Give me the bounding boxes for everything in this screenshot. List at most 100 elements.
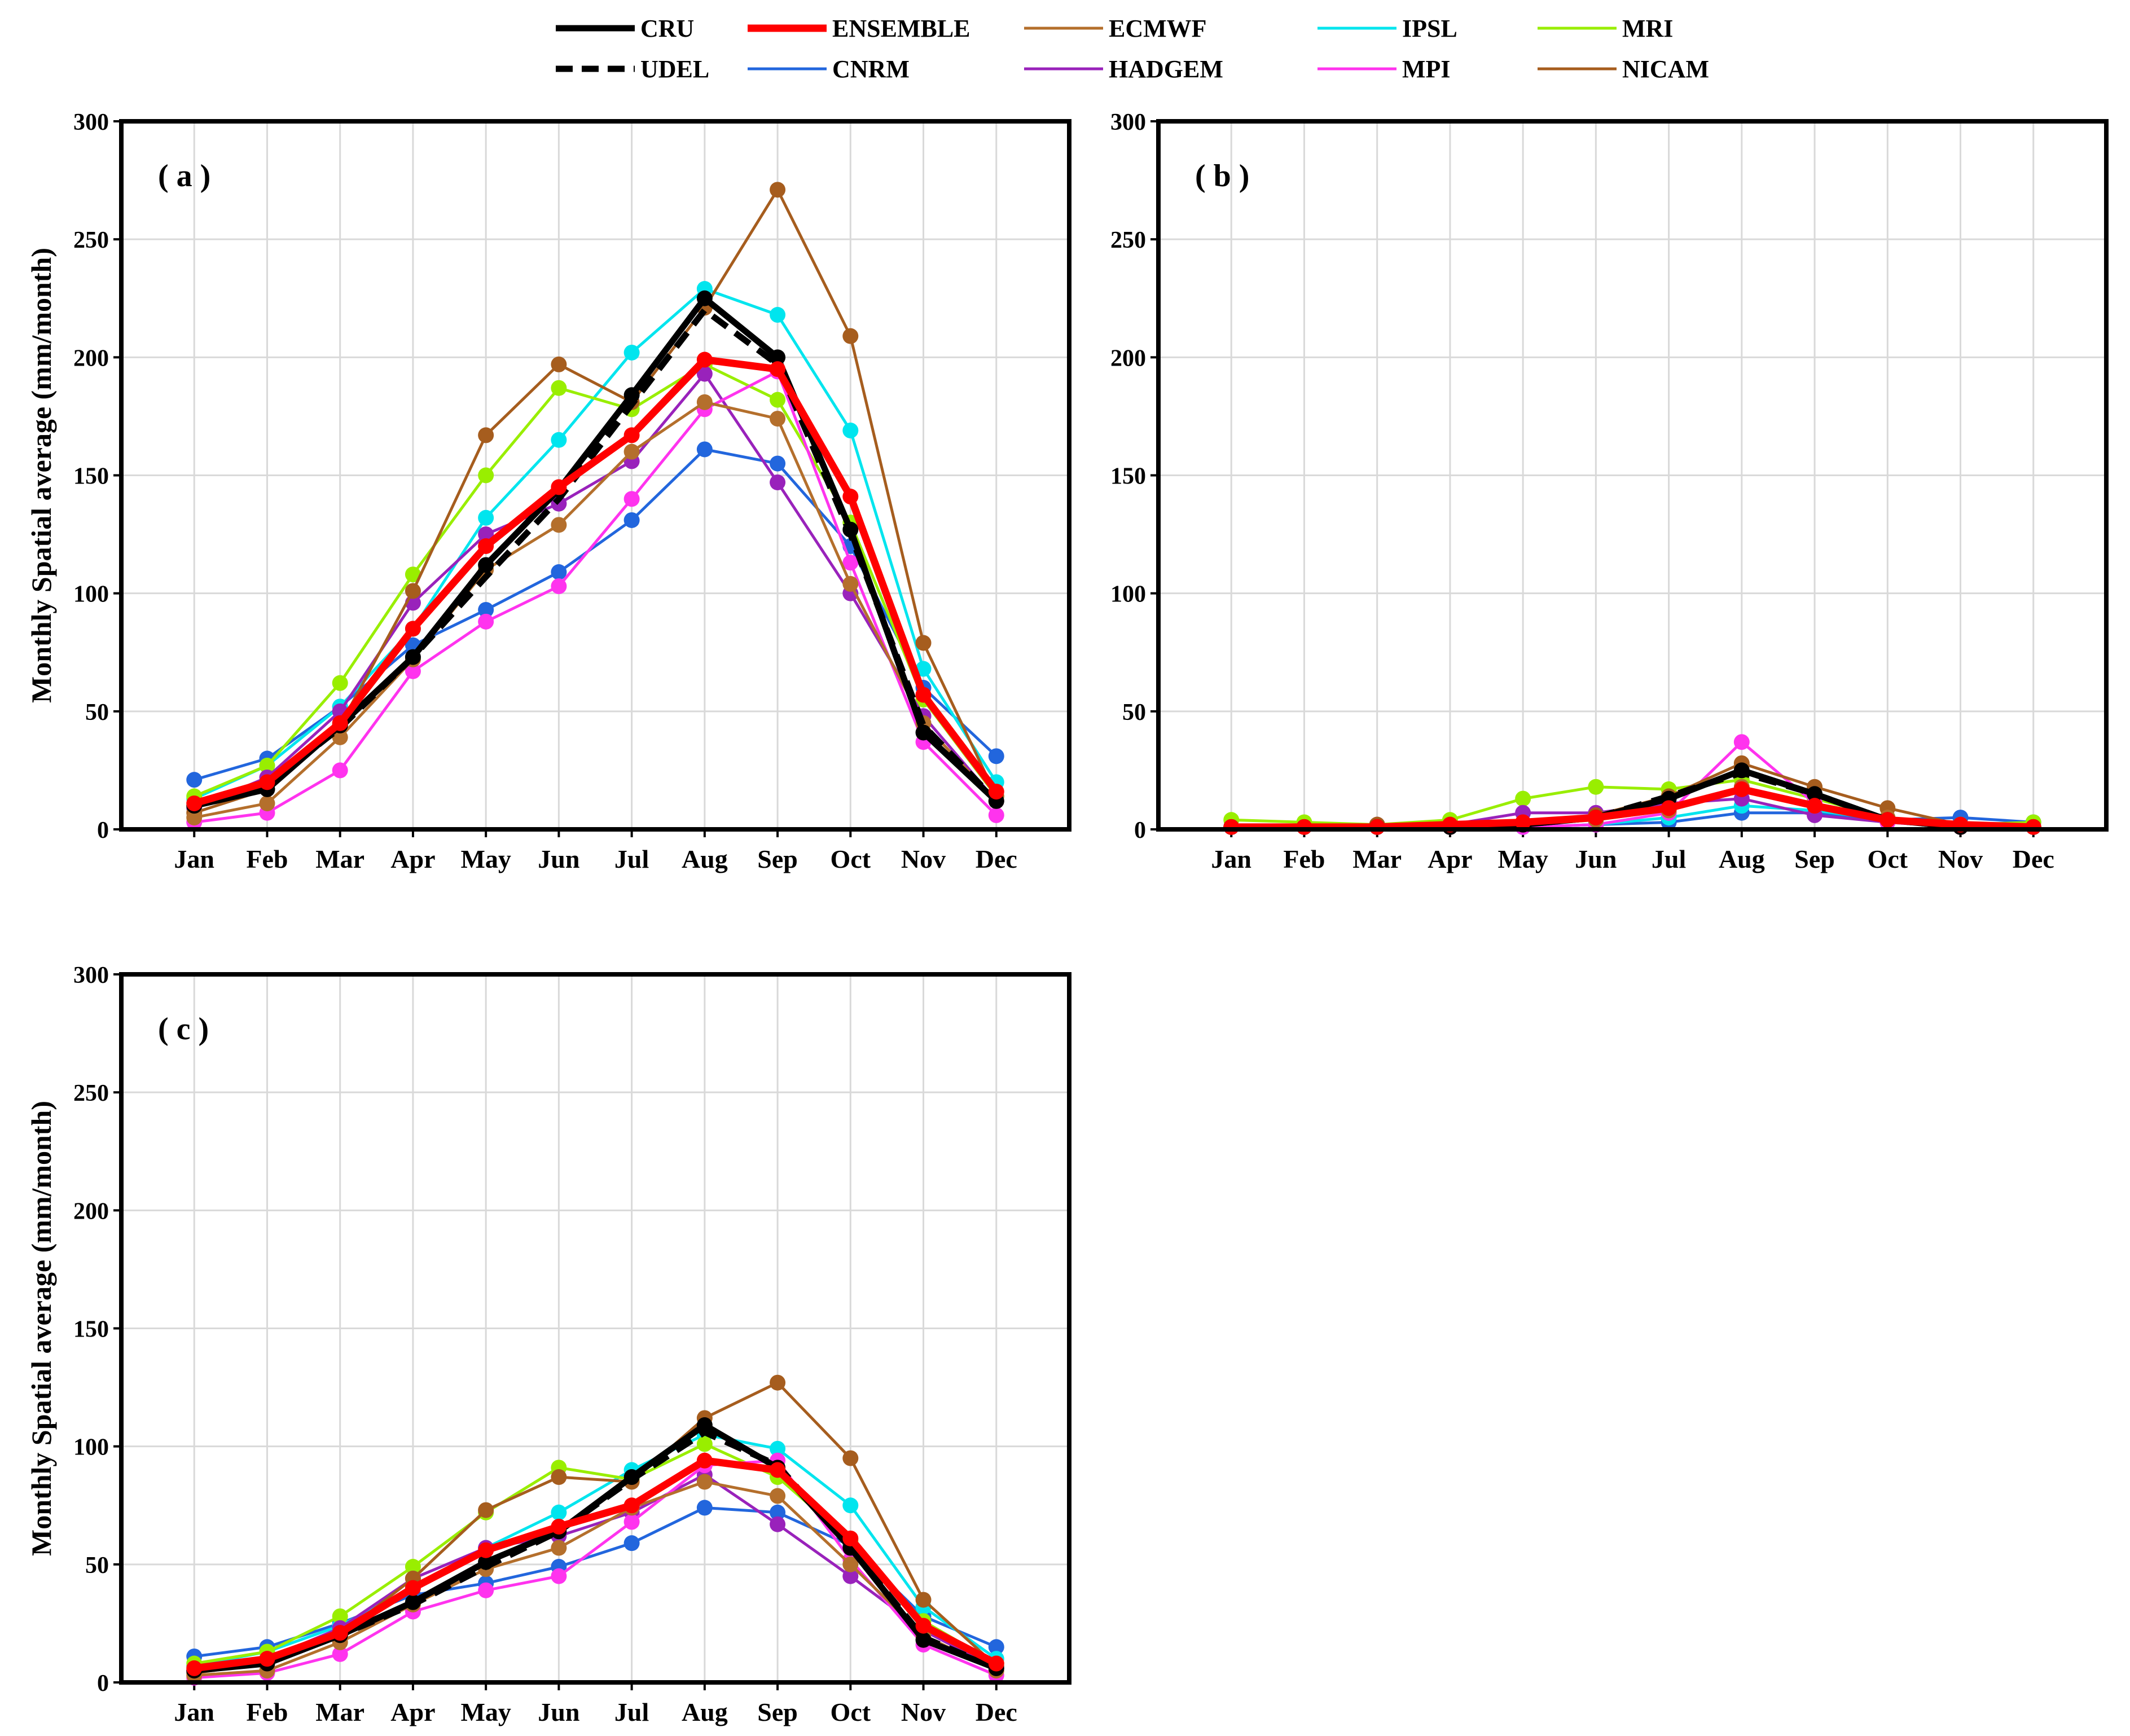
- panel-a-series-ipsl-point-may: [478, 509, 494, 526]
- panel-a-series-cru-point-may: [478, 557, 494, 573]
- panel-a-series-mri-point-mar: [332, 675, 348, 691]
- panel-c-series-nicam-point-jun: [551, 1469, 567, 1486]
- panel-c-series-ensemble-point-jun: [551, 1518, 567, 1535]
- panel-a-series-cru-point-sep: [770, 349, 786, 366]
- legend-label-cnrm: CNRM: [832, 55, 910, 83]
- legend-label-mpi: MPI: [1402, 55, 1451, 83]
- panel-a-series-hadgem-point-aug: [696, 366, 713, 382]
- legend: CRU ENSEMBLE ECMWF IPSL MRI UDEL CNRM HADGEM MPI…: [556, 15, 1709, 83]
- panel-c-series-ensemble-point-jul: [623, 1497, 640, 1514]
- panel-a-series-hadgem-line: [194, 372, 998, 810]
- y-tick-label-0: 0: [97, 1671, 109, 1697]
- y-tick-label-250: 250: [1110, 227, 1146, 253]
- panel-c-series-ensemble-point-aug: [696, 1452, 713, 1469]
- panel-a-series-mri-point-sep: [770, 392, 786, 408]
- panel-c-series-ensemble-point-jan: [186, 1660, 203, 1676]
- legend-item-udel: UDEL: [556, 55, 709, 83]
- panel-c-series-mpi-point-jul: [623, 1514, 640, 1530]
- x-tick-label-nov: Nov: [1938, 845, 1983, 873]
- panel-b-series-ensemble-point-jun: [1588, 810, 1604, 826]
- panel-c-series-ensemble-line: [194, 1457, 998, 1672]
- panel-a-series-cru-point-aug: [696, 290, 713, 306]
- panel-a-series-mpi-point-dec: [988, 807, 1004, 823]
- y-tick-label-250: 250: [73, 1080, 109, 1106]
- panel-c-series-ensemble: [186, 1452, 1004, 1676]
- panel-c-series-mri-point-apr: [405, 1559, 421, 1575]
- panel-c-series-ensemble-point-apr: [405, 1580, 421, 1596]
- panel-c-series-nicam-point-nov: [915, 1592, 932, 1608]
- panel-c: 0 50 100 150 200 250 300 Jan Feb Mar Apr May Jun Jul A…: [25, 963, 1071, 1726]
- panel-a-series-mri-point-may: [478, 467, 494, 484]
- panel-a-series-mri-point-jun: [551, 380, 567, 396]
- panel-b-series-ensemble-point-aug: [1733, 781, 1750, 797]
- panel-c-series-mpi-point-may: [478, 1582, 494, 1598]
- panel-a-series-cnrm-point-aug: [696, 441, 713, 458]
- panel-c-series-cnrm-point-sep: [770, 1504, 786, 1520]
- x-tick-label-jul: Jul: [614, 845, 649, 873]
- panel-a-series-ecmwf-point-oct: [842, 575, 859, 592]
- panel-a-series-ensemble-point-may: [478, 538, 494, 554]
- panel-a-series-ensemble-point-feb: [259, 774, 275, 790]
- x-tick-label-aug: Aug: [682, 845, 728, 873]
- panel-a-series-cnrm-point-jun: [551, 564, 567, 581]
- legend-item-ensemble: ENSEMBLE: [748, 15, 970, 42]
- panel-c-series-hadgem-point-oct: [842, 1568, 859, 1584]
- x-tick-label-sep: Sep: [757, 1698, 798, 1726]
- x-tick-label-may: May: [460, 845, 511, 873]
- panel-c-series-ecmwf-point-jun: [551, 1540, 567, 1556]
- panel-a-series-ensemble-point-aug: [696, 351, 713, 368]
- panels: 0 50 100 150 200 250 300 Jan Feb Mar Apr May Jun Jul A…: [25, 109, 2109, 1726]
- panel-a-axes: 0 50 100 150 200 250 300 Jan Feb Mar Apr May Jun Jul A…: [73, 109, 1017, 873]
- panel-a-series: [186, 182, 1004, 830]
- panel-a-series-ensemble-point-dec: [988, 784, 1004, 800]
- panel-a-series-ensemble-point-jul: [623, 427, 640, 443]
- panel-b-series-mri-point-may: [1515, 790, 1531, 807]
- legend-label-cru: CRU: [640, 15, 694, 42]
- panel-a-series-mpi-point-may: [478, 613, 494, 630]
- panel-a-series-ensemble-point-mar: [332, 715, 348, 731]
- panel-c-series-ecmwf-point-aug: [696, 1474, 713, 1490]
- panel-a-series-mri-point-apr: [405, 566, 421, 583]
- x-tick-label-may: May: [460, 1698, 511, 1726]
- panel-c-series-mri-point-aug: [696, 1436, 713, 1452]
- panel-c-frame: [119, 972, 1071, 1685]
- panel-c-series-cru-point-jul: [623, 1469, 640, 1486]
- legend-label-hadgem: HADGEM: [1109, 55, 1223, 83]
- panel-b-series-ensemble-point-may: [1515, 814, 1531, 830]
- panel-a-series-mpi-point-oct: [842, 555, 859, 571]
- panel-a-series-ensemble-point-oct: [842, 489, 859, 505]
- panel-b-series-cru-point-sep: [1807, 786, 1823, 802]
- panel-b-series-ensemble-point-sep: [1807, 798, 1823, 814]
- panel-a-series-ensemble-point-nov: [915, 687, 932, 703]
- x-tick-label-feb: Feb: [246, 1698, 288, 1726]
- x-tick-label-mar: Mar: [315, 1698, 364, 1726]
- x-tick-label-mar: Mar: [1352, 845, 1402, 873]
- x-tick-label-aug: Aug: [682, 1698, 728, 1726]
- panel-a-series-ecmwf-point-jan: [186, 810, 203, 826]
- panel-a-series-ensemble-point-jun: [551, 479, 567, 495]
- x-tick-label-apr: Apr: [390, 845, 435, 873]
- x-tick-label-jun: Jun: [1575, 845, 1617, 873]
- legend-label-mri: MRI: [1622, 15, 1673, 42]
- y-tick-label-0: 0: [1134, 818, 1146, 843]
- y-tick-label-200: 200: [73, 345, 109, 371]
- panel-c-series-mpi-line: [194, 1459, 997, 1680]
- legend-item-cru: CRU: [556, 15, 694, 42]
- panel-a-series-cru-point-jul: [623, 387, 640, 403]
- panel-a-series-ensemble: [186, 351, 1004, 811]
- y-tick-label-100: 100: [1110, 582, 1146, 608]
- panel-c-series-cnrm-point-aug: [696, 1500, 713, 1516]
- panel-a-series-ipsl-point-nov: [915, 661, 932, 677]
- y-tick-label-300: 300: [1110, 109, 1146, 135]
- y-tick-label-100: 100: [73, 582, 109, 608]
- panel-c-series: [186, 1374, 1004, 1686]
- x-tick-label-jul: Jul: [1652, 845, 1686, 873]
- panel-c-series-nicam-point-may: [478, 1502, 494, 1518]
- x-tick-label-oct: Oct: [1868, 845, 1908, 873]
- panel-a-ylabel: Monthly Spatial average (mm/month): [25, 248, 57, 703]
- panel-a-series-ecmwf-point-jul: [623, 443, 640, 460]
- panel-a-series-ensemble-line: [193, 356, 999, 807]
- panel-b-series-ensemble-point-oct: [1879, 812, 1896, 828]
- panel-c-series-ensemble-point-oct: [842, 1530, 859, 1546]
- x-tick-label-dec: Dec: [2013, 845, 2054, 873]
